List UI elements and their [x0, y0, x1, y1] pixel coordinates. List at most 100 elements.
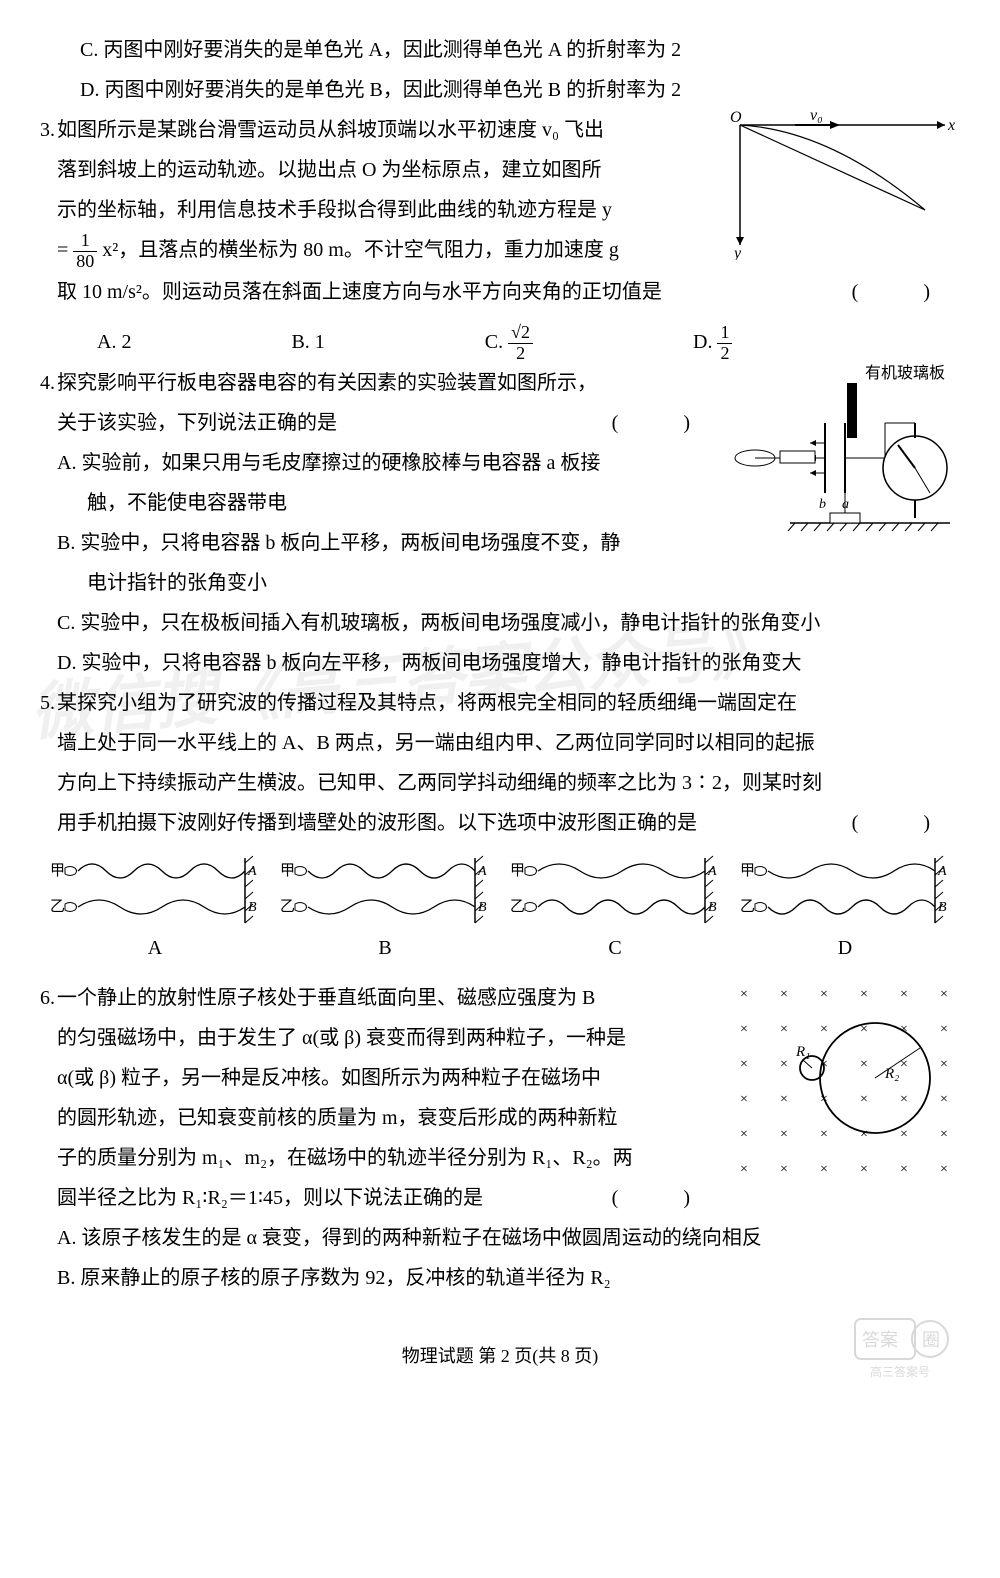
q3-frac-eq: 180 — [73, 231, 97, 272]
svg-text:×: × — [820, 1022, 828, 1037]
q5-number: 5. — [40, 683, 55, 723]
q4-line2: 关于该实验，下列说法正确的是 — [57, 412, 337, 434]
q3-line3: 示的坐标轴，利用信息技术手段拟合得到此曲线的轨迹方程是 y — [57, 199, 612, 221]
svg-text:×: × — [900, 1092, 908, 1107]
q5-l3: 方向上下持续振动产生横波。已知甲、乙两同学抖动细绳的频率之比为 3∶2，则某时刻 — [57, 772, 822, 794]
svg-text:R₂: R₂ — [884, 1066, 899, 1082]
svg-text:×: × — [860, 987, 868, 1002]
q3-choice-d: D. 12 — [693, 322, 732, 364]
svg-text:×: × — [900, 1162, 908, 1177]
svg-text:×: × — [860, 1092, 868, 1107]
q4-a1: A. 实验前，如果只用与毛皮摩擦过的硬橡胶棒与电容器 a 板接 — [57, 452, 600, 474]
q5-l1: 某探究小组为了研究波的传播过程及其特点，将两根完全相同的轻质细绳一端固定在 — [57, 692, 797, 714]
x-axis: x — [947, 117, 955, 134]
q4-c: C. 实验中，只在极板间插入有机玻璃板，两板间电场强度减小，静电计指针的张角变小 — [57, 612, 820, 634]
q6-l2: 的匀强磁场中，由于发生了 α(或 β) 衰变而得到两种粒子，一种是 — [57, 1027, 626, 1049]
svg-text:×: × — [940, 1127, 948, 1142]
svg-text:×: × — [780, 1162, 788, 1177]
q6-paren: ( ) — [612, 1178, 720, 1218]
axis-origin: O — [730, 110, 742, 126]
q6-l5: 子的质量分别为 m₁、m₂，在磁场中的轨迹半径分别为 R₁、R₂。两 — [57, 1147, 633, 1169]
q5-wave-b: 甲乙 AB B — [280, 853, 490, 968]
q3-choice-a: A. 2 — [97, 322, 131, 364]
svg-text:×: × — [940, 987, 948, 1002]
svg-text:×: × — [820, 987, 828, 1002]
y-axis: y — [732, 245, 742, 260]
q3-body: O v₀ x y 如图所示是某跳台滑雪运动员从斜坡顶端以水平初速度 v₀ 飞出 … — [57, 110, 960, 363]
q5-wave-d: 甲乙 AB D — [740, 853, 950, 968]
q2-option-d: D. 丙图中刚好要消失的是单色光 B，因此测得单色光 B 的折射率为 2 — [40, 70, 960, 110]
q6-l4: 的圆形轨迹，已知衰变前核的质量为 m，衰变后形成的两种新粒 — [57, 1107, 618, 1129]
v0-label: v₀ — [810, 110, 823, 124]
svg-text:×: × — [820, 1162, 828, 1177]
q5-wave-a: 甲 乙 A B A — [50, 853, 260, 968]
svg-text:甲: 甲 — [740, 863, 755, 879]
q3-line4b: x²，且落点的横坐标为 80 m。不计空气阻力，重力加速度 g — [102, 239, 619, 261]
svg-text:乙: 乙 — [280, 899, 295, 915]
q6-b: B. 原来静止的原子核的原子序数为 92，反冲核的轨道半径为 R₂ — [57, 1267, 611, 1289]
q3: 3. O v₀ x y 如图所示是某跳台滑雪运动员从斜坡顶端以水平初速度 v₀ … — [40, 110, 960, 363]
q6-number: 6. — [40, 978, 55, 1018]
svg-text:×: × — [900, 987, 908, 1002]
q5-l2: 墙上处于同一水平线上的 A、B 两点，另一端由组内甲、乙两位同学同时以相同的起振 — [57, 732, 815, 754]
q6: 6. ×××××× ×××××× ×××××× ×××××× ×××××× ××… — [40, 978, 960, 1298]
svg-text:乙: 乙 — [740, 899, 755, 915]
svg-text:×: × — [860, 1162, 868, 1177]
q4-figure: 有机玻璃板 b a — [730, 363, 960, 543]
q3-figure: O v₀ x y — [730, 110, 960, 260]
svg-text:R₁: R₁ — [795, 1044, 810, 1060]
q6-l1: 一个静止的放射性原子核处于垂直纸面向里、磁感应强度为 B — [57, 987, 595, 1009]
svg-text:甲: 甲 — [510, 863, 525, 879]
q5-choice-b-label: B — [280, 928, 490, 968]
svg-text:甲: 甲 — [50, 863, 65, 879]
svg-text:乙: 乙 — [510, 899, 525, 915]
q4-number: 4. — [40, 363, 55, 403]
svg-text:乙: 乙 — [50, 899, 65, 915]
q5: 5. 某探究小组为了研究波的传播过程及其特点，将两根完全相同的轻质细绳一端固定在… — [40, 683, 960, 843]
q3-line5: 取 10 m/s²。则运动员落在斜面上速度方向与水平方向夹角的正切值是 — [57, 281, 662, 303]
q6-a: A. 该原子核发生的是 α 衰变，得到的两种新粒子在磁场中做圆周运动的绕向相反 — [57, 1227, 762, 1249]
q4-line1: 探究影响平行板电容器电容的有关因素的实验装置如图所示， — [57, 372, 597, 394]
q3-number: 3. — [40, 110, 55, 150]
q6-figure: ×××××× ×××××× ×××××× ×××××× ×××××× ×××××… — [730, 978, 960, 1188]
svg-text:×: × — [740, 987, 748, 1002]
svg-text:×: × — [740, 1057, 748, 1072]
q4-paren: ( ) — [612, 403, 720, 443]
q4-a2: 触，不能使电容器带电 — [57, 492, 287, 514]
svg-text:×: × — [860, 1127, 868, 1142]
q5-choice-a-label: A — [50, 928, 260, 968]
q4-b1: B. 实验中，只将电容器 b 板向上平移，两板间电场强度不变，静 — [57, 532, 620, 554]
svg-text:×: × — [860, 1057, 868, 1072]
q5-choice-d-label: D — [740, 928, 950, 968]
q5-waves: 甲 乙 A B A 甲乙 AB B — [40, 853, 960, 968]
svg-text:×: × — [780, 1022, 788, 1037]
svg-text:×: × — [740, 1022, 748, 1037]
q4-d: D. 实验中，只将电容器 b 板向左平移，两板间电场强度增大，静电计指针的张角变… — [57, 652, 801, 674]
q5-wave-c: 甲乙 AB C — [510, 853, 720, 968]
q4: 4. 有机玻璃板 b a — [40, 363, 960, 683]
svg-text:×: × — [780, 987, 788, 1002]
q5-paren: ( ) — [852, 803, 960, 843]
q3-line4a: = — [57, 239, 68, 261]
q3-choice-c: C. √22 — [485, 322, 533, 364]
svg-text:×: × — [780, 1057, 788, 1072]
svg-text:×: × — [780, 1127, 788, 1142]
q4-fig-label: 有机玻璃板 — [865, 364, 945, 382]
q4-body: 有机玻璃板 b a — [57, 363, 960, 683]
svg-text:×: × — [740, 1162, 748, 1177]
q3-line2: 落到斜坡上的运动轨迹。以拋出点 O 为坐标原点，建立如图所 — [57, 159, 601, 181]
q3-line1: 如图所示是某跳台滑雪运动员从斜坡顶端以水平初速度 v₀ 飞出 — [57, 119, 604, 141]
svg-text:×: × — [740, 1127, 748, 1142]
svg-text:×: × — [780, 1092, 788, 1107]
svg-text:×: × — [740, 1092, 748, 1107]
q5-l4: 用手机拍摄下波刚好传播到墙壁处的波形图。以下选项中波形图正确的是 — [57, 812, 697, 834]
svg-text:×: × — [940, 1057, 948, 1072]
svg-text:×: × — [940, 1162, 948, 1177]
q6-l6: 圆半径之比为 R₁∶R₂＝1∶45，则以下说法正确的是 — [57, 1187, 483, 1209]
page-footer: 物理试题 第 2 页(共 8 页) — [40, 1338, 960, 1374]
q5-choice-c-label: C — [510, 928, 720, 968]
svg-text:×: × — [940, 1022, 948, 1037]
q2-option-c: C. 丙图中刚好要消失的是单色光 A，因此测得单色光 A 的折射率为 2 — [40, 30, 960, 70]
q5-body: 某探究小组为了研究波的传播过程及其特点，将两根完全相同的轻质细绳一端固定在 墙上… — [57, 683, 960, 843]
svg-text:甲: 甲 — [280, 863, 295, 879]
